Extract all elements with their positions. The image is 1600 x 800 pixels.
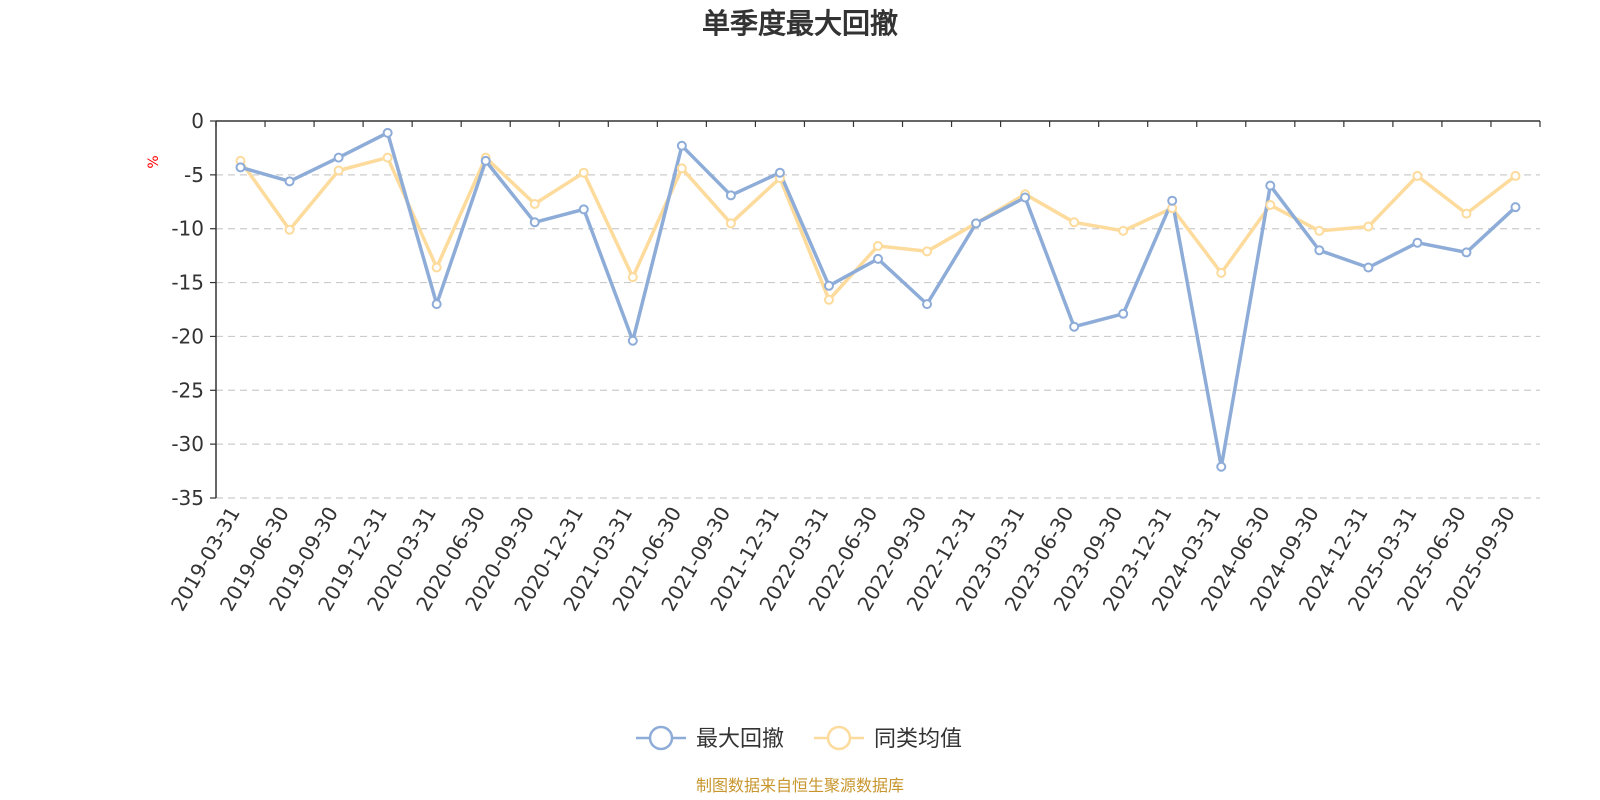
source-note: 制图数据来自恒生聚源数据库 — [696, 776, 904, 795]
data-point-s2[interactable] — [1461, 208, 1472, 219]
data-point-s2[interactable] — [873, 240, 883, 251]
data-point-s2[interactable] — [1363, 221, 1374, 232]
data-point-s1[interactable] — [333, 152, 344, 163]
y-tick-label: -30 — [171, 432, 204, 456]
data-point-s1[interactable] — [284, 176, 295, 187]
data-point-s1[interactable] — [480, 155, 491, 166]
data-point-s2[interactable] — [1314, 225, 1325, 236]
data-point-s2[interactable] — [627, 272, 638, 283]
y-tick-label: 0 — [191, 109, 204, 133]
data-point-s1[interactable] — [1314, 245, 1325, 256]
data-point-s1[interactable] — [873, 253, 883, 264]
grid-lines — [216, 174, 1540, 499]
data-point-s1[interactable] — [676, 140, 687, 151]
data-point-s2[interactable] — [578, 167, 589, 178]
data-point-s2[interactable] — [1412, 170, 1423, 181]
data-point-s1[interactable] — [971, 218, 982, 229]
y-tick-label: -5 — [184, 163, 204, 187]
data-point-s1[interactable] — [725, 190, 736, 201]
y-tick-label: -15 — [171, 271, 204, 295]
data-point-s2[interactable] — [1510, 170, 1521, 181]
data-point-s1[interactable] — [382, 127, 393, 138]
data-point-s1[interactable] — [922, 299, 933, 310]
y-tick-label: -35 — [171, 486, 204, 510]
data-point-s1[interactable] — [235, 162, 246, 173]
data-point-s1[interactable] — [529, 217, 540, 228]
series-line-1 — [240, 131, 1517, 469]
data-point-s2[interactable] — [1118, 225, 1129, 236]
data-point-s1[interactable] — [1216, 461, 1227, 472]
data-point-s2[interactable] — [1265, 200, 1276, 211]
data-point-s2[interactable] — [1216, 267, 1227, 278]
data-point-s1[interactable] — [1363, 262, 1374, 273]
data-point-s1[interactable] — [1412, 237, 1423, 248]
data-point-s1[interactable] — [1069, 321, 1080, 332]
data-point-s2[interactable] — [676, 163, 687, 174]
y-tick-label: -20 — [171, 324, 204, 348]
data-point-s2[interactable] — [1069, 217, 1080, 228]
legend-label-2: 同类均值 — [874, 727, 962, 752]
data-point-s1[interactable] — [578, 204, 589, 215]
data-point-s1[interactable] — [1461, 247, 1472, 258]
data-point-s1[interactable] — [1265, 180, 1276, 191]
data-point-s2[interactable] — [529, 198, 540, 209]
y-tick-label: -25 — [171, 378, 204, 402]
data-point-s2[interactable] — [333, 165, 344, 176]
data-point-s2[interactable] — [382, 152, 393, 163]
data-point-s1[interactable] — [774, 167, 785, 178]
data-point-s2[interactable] — [431, 262, 442, 273]
data-point-s1[interactable] — [1510, 202, 1521, 213]
legend-label-1: 最大回撤 — [696, 727, 784, 752]
legend-marker-1 — [648, 725, 674, 751]
data-point-s2[interactable] — [922, 246, 933, 257]
data-point-s1[interactable] — [431, 299, 442, 310]
data-point-s2[interactable] — [284, 224, 295, 235]
series-layer — [235, 127, 1521, 472]
data-point-s1[interactable] — [823, 280, 834, 291]
axes: 0-5-10-15-20-25-30-352019-03-312019-06-3… — [166, 109, 1541, 615]
y-axis-unit: % — [146, 155, 162, 168]
data-point-s2[interactable] — [823, 294, 834, 305]
data-point-s1[interactable] — [1118, 308, 1129, 319]
data-point-s1[interactable] — [1167, 195, 1178, 206]
chart-title: 单季度最大回撤 — [702, 7, 898, 40]
data-point-s1[interactable] — [1020, 192, 1031, 203]
data-point-s2[interactable] — [725, 218, 736, 229]
data-point-s1[interactable] — [627, 335, 638, 346]
legend[interactable]: 最大回撤 同类均值 — [636, 725, 962, 752]
y-tick-label: -10 — [171, 217, 204, 241]
legend-marker-2 — [826, 725, 852, 751]
